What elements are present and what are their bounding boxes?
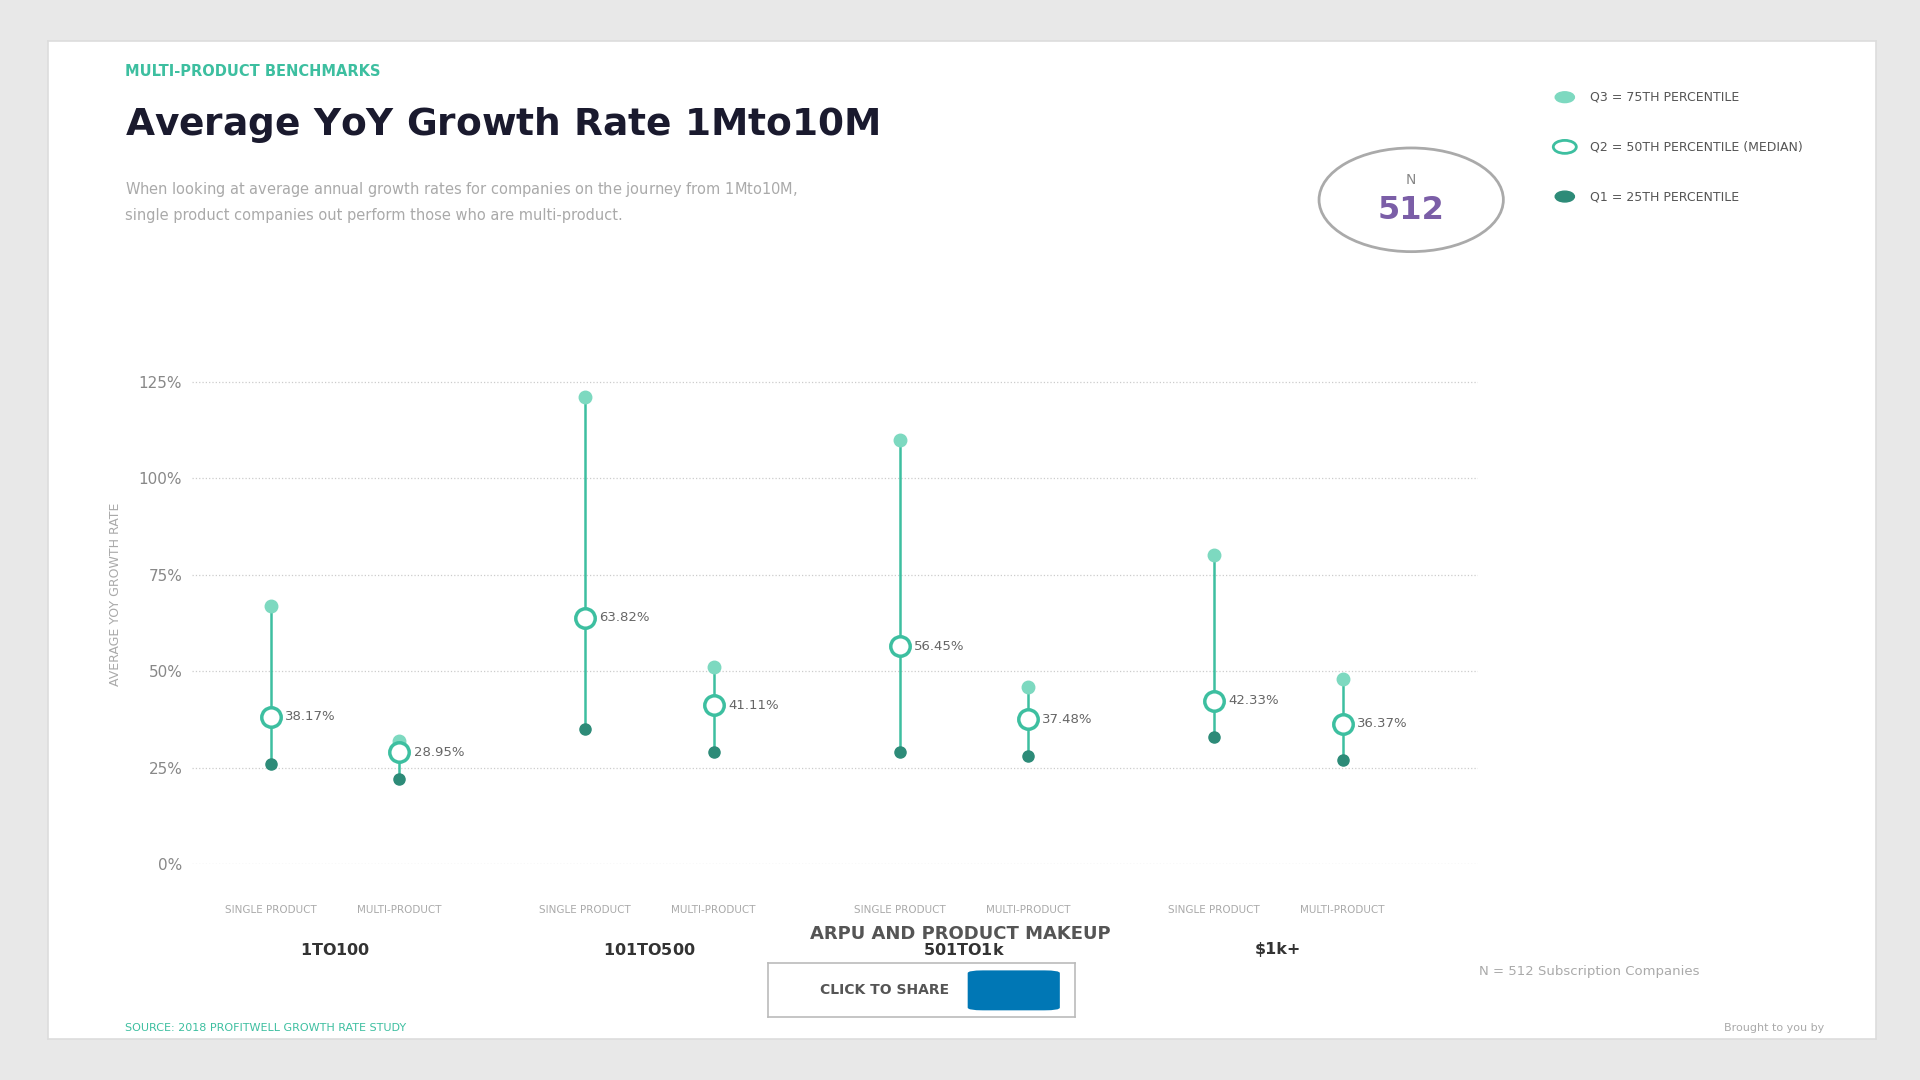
- Text: 512: 512: [1379, 195, 1444, 226]
- Text: 28.95%: 28.95%: [413, 746, 465, 759]
- Text: Q1 = 25TH PERCENTILE: Q1 = 25TH PERCENTILE: [1590, 190, 1740, 203]
- Text: $1 TO $100: $1 TO $100: [300, 942, 371, 958]
- Text: 42.33%: 42.33%: [1229, 694, 1279, 707]
- Text: Q2 = 50TH PERCENTILE (MEDIAN): Q2 = 50TH PERCENTILE (MEDIAN): [1590, 140, 1803, 153]
- Text: 38.17%: 38.17%: [284, 711, 336, 724]
- Text: 37.48%: 37.48%: [1043, 713, 1092, 726]
- Text: N = 512 Subscription Companies: N = 512 Subscription Companies: [1478, 966, 1699, 978]
- Text: MULTI-PRODUCT: MULTI-PRODUCT: [357, 905, 442, 915]
- Text: 41.11%: 41.11%: [728, 699, 780, 712]
- Text: Q3 = 75TH PERCENTILE: Q3 = 75TH PERCENTILE: [1590, 91, 1740, 104]
- Text: 56.45%: 56.45%: [914, 639, 964, 652]
- Text: SINGLE PRODUCT: SINGLE PRODUCT: [225, 905, 317, 915]
- Text: in: in: [1004, 981, 1023, 1000]
- Text: SINGLE PRODUCT: SINGLE PRODUCT: [854, 905, 945, 915]
- Text: SINGLE PRODUCT: SINGLE PRODUCT: [1167, 905, 1260, 915]
- Text: SOURCE: 2018 PROFITWELL GROWTH RATE STUDY: SOURCE: 2018 PROFITWELL GROWTH RATE STUD…: [125, 1023, 405, 1034]
- Text: MULTI-PRODUCT: MULTI-PRODUCT: [1300, 905, 1384, 915]
- Text: MULTI-PRODUCT: MULTI-PRODUCT: [672, 905, 756, 915]
- Text: $501 TO $1k: $501 TO $1k: [924, 942, 1004, 958]
- Text: 36.37%: 36.37%: [1357, 717, 1407, 730]
- Text: N: N: [1405, 174, 1417, 187]
- Text: $1k+: $1k+: [1256, 942, 1302, 957]
- Text: When looking at average annual growth rates for companies on the journey from $1: When looking at average annual growth ra…: [125, 180, 797, 200]
- Text: CLICK TO SHARE: CLICK TO SHARE: [820, 984, 948, 997]
- Text: single product companies out perform those who are multi-product.: single product companies out perform tho…: [125, 208, 622, 224]
- Text: SINGLE PRODUCT: SINGLE PRODUCT: [540, 905, 632, 915]
- Text: 63.82%: 63.82%: [599, 611, 649, 624]
- Text: MULTI-PRODUCT BENCHMARKS: MULTI-PRODUCT BENCHMARKS: [125, 64, 380, 79]
- Text: $101 TO $500: $101 TO $500: [603, 942, 695, 958]
- Text: Brought to you by: Brought to you by: [1724, 1023, 1824, 1034]
- Text: Average YoY Growth Rate $1M to $10M: Average YoY Growth Rate $1M to $10M: [125, 105, 879, 145]
- Text: MULTI-PRODUCT: MULTI-PRODUCT: [985, 905, 1071, 915]
- Y-axis label: AVERAGE YOY GROWTH RATE: AVERAGE YOY GROWTH RATE: [109, 502, 123, 686]
- FancyBboxPatch shape: [968, 970, 1060, 1011]
- Text: ARPU AND PRODUCT MAKEUP: ARPU AND PRODUCT MAKEUP: [810, 926, 1110, 943]
